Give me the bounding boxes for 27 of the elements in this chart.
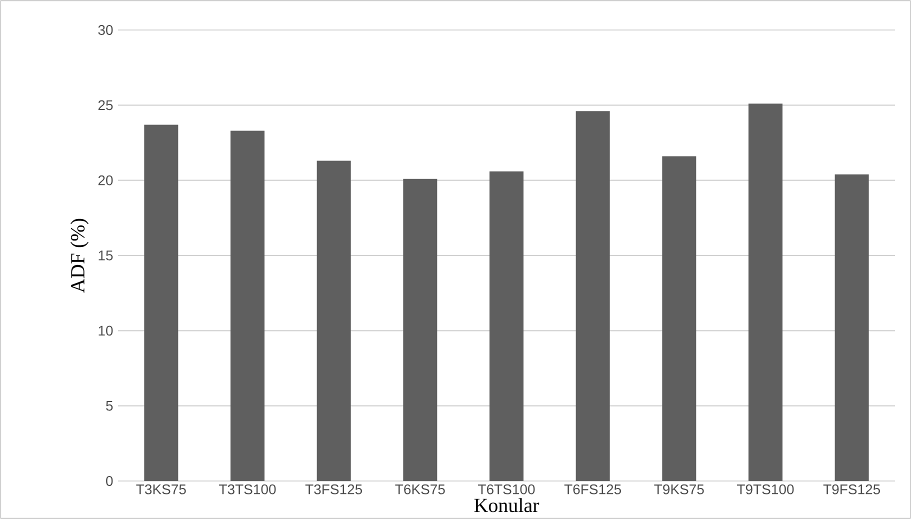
bar — [316, 160, 351, 481]
bar — [230, 130, 265, 481]
x-tick-label: T3KS75 — [136, 484, 186, 494]
x-tick-label: T6KS75 — [395, 484, 445, 494]
y-tick-label: 25 — [98, 100, 113, 110]
bar — [490, 171, 524, 481]
bar — [748, 104, 782, 481]
y-tick-label: 20 — [98, 175, 113, 186]
y-tick-label: 30 — [98, 25, 113, 35]
x-tick-label: T3FS125 — [305, 484, 362, 494]
y-tick-label: 0 — [106, 476, 113, 486]
y-tick-label: 10 — [98, 326, 113, 336]
y-axis-title: ADF (%) — [70, 218, 89, 293]
bar — [144, 124, 178, 481]
x-tick-label: T9KS75 — [654, 484, 704, 494]
bar — [834, 174, 869, 481]
x-tick-label: T9TS100 — [737, 484, 794, 494]
y-tick-label: 15 — [98, 250, 113, 260]
bar — [403, 178, 438, 481]
x-axis-title: Konular — [474, 498, 540, 512]
bar — [576, 111, 610, 481]
x-tick-label: T6TS100 — [478, 484, 535, 494]
x-tick-label: T3TS100 — [219, 484, 276, 494]
y-tick-label: 5 — [106, 400, 113, 411]
x-tick-label: T9FS125 — [823, 484, 880, 494]
x-tick-label: T6FS125 — [564, 484, 622, 494]
bar — [662, 156, 696, 481]
